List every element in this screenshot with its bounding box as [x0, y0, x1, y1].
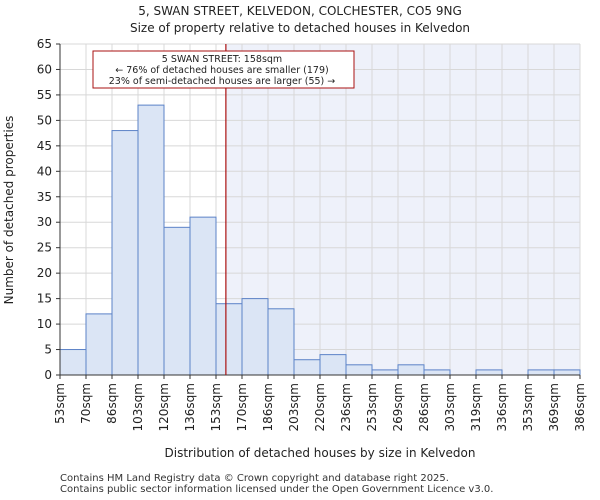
- bar-369sqm: [553, 369, 581, 376]
- x-tick-label: 186sqm: [261, 383, 275, 431]
- x-tick-label: 120sqm: [157, 383, 171, 431]
- x-tick-label: 53sqm: [53, 383, 67, 424]
- y-tick-label: 65: [37, 37, 52, 51]
- y-tick-label: 60: [37, 62, 52, 76]
- bar-236sqm: [345, 364, 373, 376]
- histogram-chart: 5, SWAN STREET, KELVEDON, COLCHESTER, CO…: [2, 4, 587, 460]
- bar-203sqm: [293, 359, 321, 376]
- bar-269sqm: [397, 364, 425, 376]
- x-tick-label: 220sqm: [313, 383, 327, 431]
- y-tick-label: 40: [37, 164, 52, 178]
- y-tick-label: 50: [37, 113, 52, 127]
- y-tick-label: 10: [37, 317, 52, 331]
- bar-220sqm: [319, 354, 347, 376]
- x-tick-label: 303sqm: [443, 383, 457, 431]
- bar-120sqm: [163, 226, 191, 376]
- chart-title: 5, SWAN STREET, KELVEDON, COLCHESTER, CO…: [138, 4, 462, 18]
- footer-line2: Contains public sector information licen…: [60, 484, 494, 495]
- y-tick-label: 0: [44, 368, 52, 382]
- y-tick-label: 5: [44, 343, 52, 357]
- x-tick-label: 253sqm: [365, 383, 379, 431]
- chart-subtitle: Size of property relative to detached ho…: [130, 21, 470, 35]
- x-tick-label: 286sqm: [417, 383, 431, 431]
- y-tick-label: 25: [37, 241, 52, 255]
- y-tick-label: 30: [37, 215, 52, 229]
- bar-153sqm: [215, 303, 243, 376]
- bar-103sqm: [137, 104, 165, 376]
- bar-86sqm: [111, 130, 139, 376]
- bar-186sqm: [267, 308, 295, 376]
- y-axis-label: Number of detached properties: [2, 116, 16, 305]
- y-tick-label: 35: [37, 190, 52, 204]
- bar-136sqm: [189, 216, 217, 376]
- annotation-line1: 5 SWAN STREET: 158sqm: [162, 54, 282, 65]
- x-axis-label: Distribution of detached houses by size …: [165, 446, 476, 460]
- x-tick-label: 136sqm: [183, 383, 197, 431]
- bar-53sqm: [59, 349, 87, 376]
- bar-170sqm: [241, 298, 269, 376]
- y-tick-label: 15: [37, 292, 52, 306]
- y-tick-label: 55: [37, 88, 52, 102]
- footer-line1: Contains HM Land Registry data © Crown c…: [60, 473, 449, 484]
- x-tick-label: 386sqm: [573, 383, 587, 431]
- y-tick-label: 20: [37, 266, 52, 280]
- bar-286sqm: [423, 369, 451, 376]
- bar-319sqm: [475, 369, 503, 376]
- x-tick-label: 86sqm: [105, 383, 119, 424]
- x-tick-label: 336sqm: [495, 383, 509, 431]
- annotation-box: 5 SWAN STREET: 158sqm ← 76% of detached …: [92, 50, 355, 89]
- bar-353sqm: [527, 369, 555, 376]
- x-tick-label: 103sqm: [131, 383, 145, 431]
- x-tick-label: 353sqm: [521, 383, 535, 431]
- annotation-line3: 23% of semi-detached houses are larger (…: [109, 76, 336, 87]
- x-tick-label: 319sqm: [469, 383, 483, 431]
- x-tick-label: 236sqm: [339, 383, 353, 431]
- x-tick-label: 269sqm: [391, 383, 405, 431]
- bar-253sqm: [371, 369, 399, 376]
- x-tick-label: 153sqm: [209, 383, 223, 431]
- x-tick-label: 369sqm: [547, 383, 561, 431]
- y-tick-label: 45: [37, 139, 52, 153]
- bar-70sqm: [85, 313, 113, 376]
- annotation-line2: ← 76% of detached houses are smaller (17…: [115, 65, 328, 76]
- x-tick-label: 170sqm: [235, 383, 249, 431]
- x-tick-label: 70sqm: [79, 383, 93, 424]
- x-tick-label: 203sqm: [287, 383, 301, 431]
